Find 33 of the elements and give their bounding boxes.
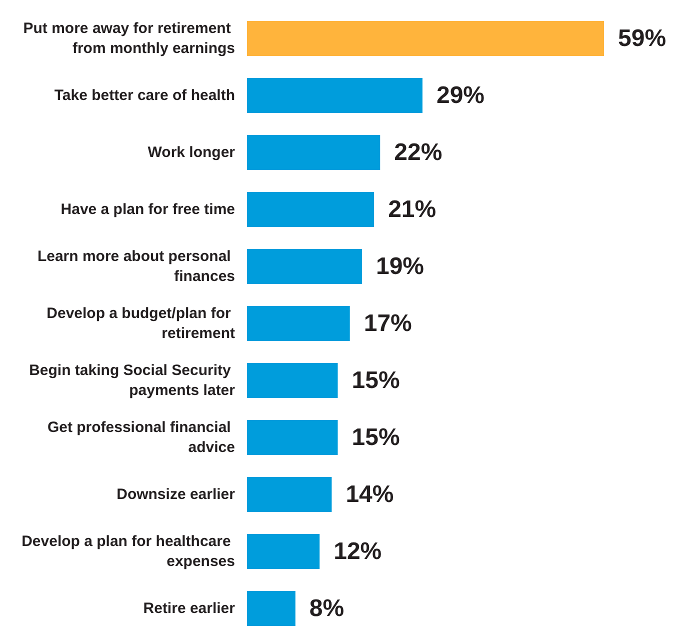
y-tick-label: Work longer bbox=[148, 144, 236, 161]
bar bbox=[247, 21, 604, 56]
y-tick-label: Downsize earlier bbox=[116, 486, 236, 503]
bar bbox=[247, 249, 362, 284]
y-tick-label: Learn more about personal finances bbox=[37, 248, 235, 285]
data-label: 15% bbox=[352, 367, 400, 394]
y-tick-label: Develop a plan for healthcare expenses bbox=[22, 533, 235, 570]
bar bbox=[247, 534, 320, 569]
data-label: 15% bbox=[352, 424, 400, 451]
y-tick-label: Retire earlier bbox=[143, 600, 236, 617]
y-tick-label: Get professional financial advice bbox=[47, 419, 235, 456]
bar bbox=[247, 135, 380, 170]
data-label: 8% bbox=[309, 595, 344, 622]
y-tick-label: Put more away for retirement from monthly earnings bbox=[23, 20, 235, 57]
y-tick-label: Have a plan for free time bbox=[60, 201, 235, 218]
bar bbox=[247, 477, 332, 512]
data-label: 12% bbox=[334, 538, 382, 565]
bar bbox=[247, 78, 422, 113]
y-tick-label: Begin taking Social Security payments later bbox=[29, 362, 236, 399]
data-label: 59% bbox=[618, 25, 666, 52]
bar bbox=[247, 420, 338, 455]
data-label: 17% bbox=[364, 310, 412, 337]
bar bbox=[247, 192, 374, 227]
bar bbox=[247, 363, 338, 398]
y-tick-label: Take better care of health bbox=[54, 87, 235, 104]
data-label: 29% bbox=[436, 82, 485, 109]
data-label: 14% bbox=[346, 481, 394, 508]
y-tick-label: Develop a budget/plan for retirement bbox=[46, 305, 236, 342]
data-label: 21% bbox=[388, 196, 436, 223]
data-label: 19% bbox=[376, 253, 424, 280]
data-label: 22% bbox=[394, 139, 442, 166]
bar bbox=[247, 306, 350, 341]
bar bbox=[247, 591, 296, 626]
